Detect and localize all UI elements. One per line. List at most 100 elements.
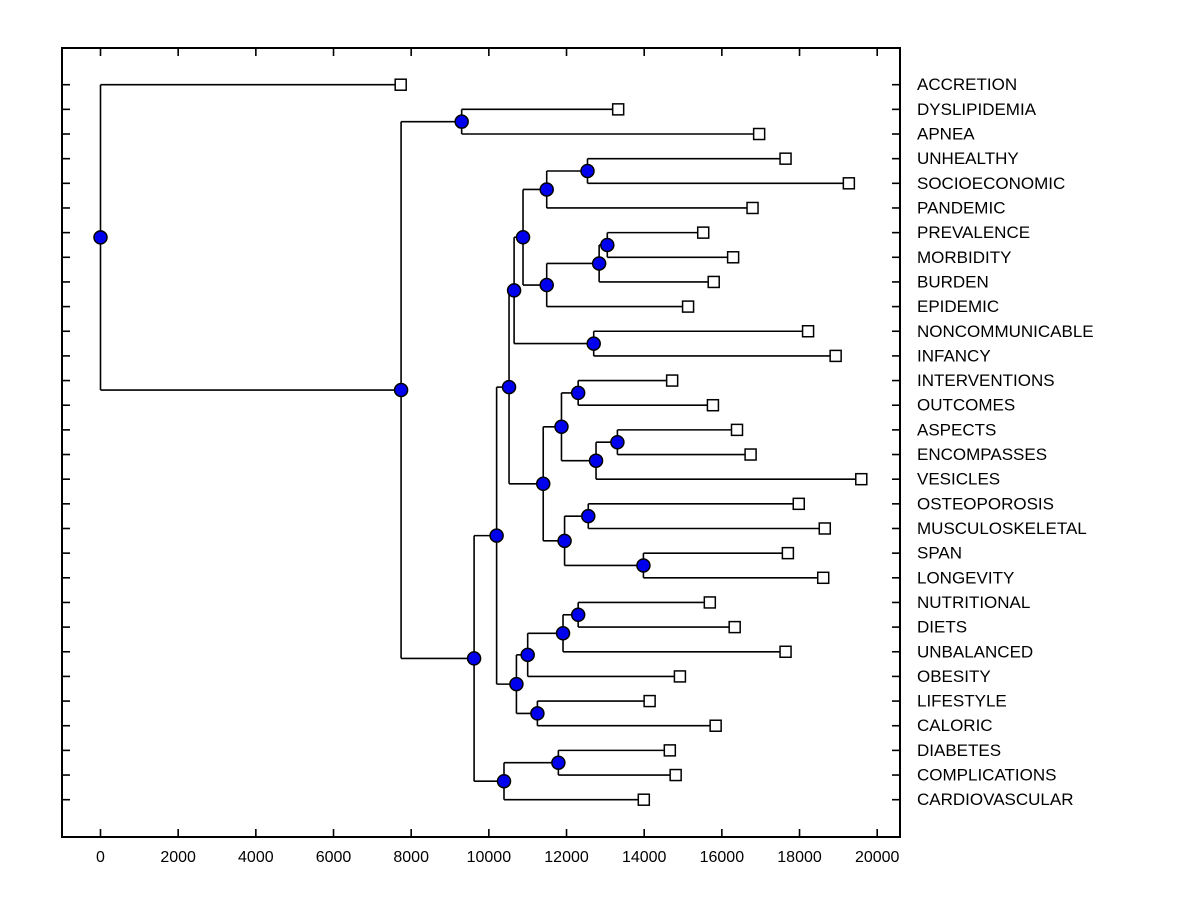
leaf-marker-diabetes bbox=[663, 744, 677, 757]
leaf-label: DYSLIPIDEMIA bbox=[917, 100, 1037, 119]
leaf-marker-vesicles bbox=[855, 472, 868, 486]
leaf-marker-lifestyle bbox=[643, 694, 656, 708]
x-tick-label: 12000 bbox=[544, 849, 589, 866]
leaf-marker-unbalanced bbox=[779, 645, 792, 659]
internal-node-marker bbox=[501, 379, 517, 395]
tree-branches bbox=[99, 83, 862, 801]
leaf-marker-obesity bbox=[673, 670, 687, 683]
leaf-marker-prevalence bbox=[696, 226, 710, 239]
leaf-marker-complications bbox=[669, 768, 682, 782]
leaf-label: NONCOMMUNICABLE bbox=[917, 322, 1094, 341]
x-tick-label: 18000 bbox=[777, 849, 822, 866]
leaf-marker-pandemic bbox=[746, 201, 759, 215]
leaf-label: ACCRETION bbox=[917, 75, 1017, 94]
x-tick-label: 16000 bbox=[700, 849, 745, 866]
internal-node-marker bbox=[570, 385, 586, 401]
internal-node-marker bbox=[580, 163, 595, 179]
leaf-label: SPAN bbox=[917, 544, 962, 563]
leaf-marker-encompasses bbox=[744, 448, 757, 461]
internal-node-marker bbox=[496, 773, 512, 789]
internal-node-marker bbox=[506, 283, 522, 298]
leaf-label: ENCOMPASSES bbox=[917, 445, 1047, 464]
x-tick-label: 4000 bbox=[238, 849, 274, 866]
leaf-label: EPIDEMIC bbox=[917, 297, 999, 316]
leaf-marker-interventions bbox=[665, 374, 679, 387]
leaf-labels: ACCRETION DYSLIPIDEMIA APNEA UNHEALTHY SOCIO… bbox=[917, 75, 1094, 809]
leaf-marker-morbidity bbox=[726, 251, 740, 264]
leaf-label: OBESITY bbox=[917, 667, 991, 686]
leaf-marker-unhealthy bbox=[779, 152, 792, 165]
leaf-marker-infancy bbox=[829, 349, 842, 363]
internal-node-marker bbox=[515, 230, 531, 245]
leaf-label: NUTRITIONAL bbox=[917, 593, 1030, 612]
leaf-label: DIABETES bbox=[917, 741, 1001, 760]
internal-node-marker bbox=[554, 419, 569, 435]
plot-border bbox=[61, 47, 901, 838]
internal-node-marker bbox=[530, 706, 545, 721]
leaf-marker-noncommunicable bbox=[801, 325, 815, 338]
leaf-marker-span bbox=[781, 546, 795, 560]
leaf-marker-aspects bbox=[730, 423, 744, 437]
leaf-label: MORBIDITY bbox=[917, 248, 1011, 267]
internal-node-marker bbox=[570, 607, 586, 623]
leaf-label: PANDEMIC bbox=[917, 198, 1005, 217]
leaf-label: INFANCY bbox=[917, 346, 991, 365]
internal-node-marker bbox=[535, 476, 551, 492]
leaf-label: OSTEOPOROSIS bbox=[917, 494, 1054, 513]
leaf-marker-dyslipidemia bbox=[611, 103, 625, 116]
internal-node-marker bbox=[610, 434, 625, 450]
internal-node-marker bbox=[520, 647, 535, 663]
x-tick-label: 0 bbox=[96, 849, 105, 866]
leaf-label: INTERVENTIONS bbox=[917, 371, 1055, 390]
leaf-marker-accretion bbox=[394, 78, 407, 91]
leaf-label: DIETS bbox=[917, 618, 967, 637]
leaf-label: MUSCULOSKELETAL bbox=[917, 519, 1087, 538]
leaf-marker-epidemic bbox=[681, 300, 695, 313]
leaf-label: ASPECTS bbox=[917, 420, 996, 439]
tree-markers bbox=[93, 78, 868, 806]
x-tick-label: 8000 bbox=[393, 849, 429, 866]
leaf-label: CARDIOVASCULAR bbox=[917, 790, 1074, 809]
leaf-label: COMPLICATIONS bbox=[917, 766, 1056, 785]
internal-node-marker bbox=[393, 382, 409, 398]
internal-node-marker bbox=[591, 256, 607, 271]
leaf-marker-osteoporosis bbox=[792, 497, 806, 511]
x-tick-label: 20000 bbox=[855, 849, 900, 866]
x-tick-label: 14000 bbox=[622, 849, 667, 866]
leaf-marker-longevity bbox=[816, 571, 830, 585]
leaf-label: PREVALENCE bbox=[917, 223, 1030, 242]
internal-node-marker bbox=[555, 626, 571, 641]
leaf-label: CALORIC bbox=[917, 716, 993, 735]
internal-node-marker bbox=[588, 453, 604, 468]
leaf-marker-apnea bbox=[752, 127, 766, 141]
internal-node-marker bbox=[600, 237, 615, 253]
internal-node-marker bbox=[581, 508, 596, 524]
leaf-label: LIFESTYLE bbox=[917, 692, 1007, 711]
internal-node-marker bbox=[636, 558, 651, 573]
leaf-label: BURDEN bbox=[917, 272, 989, 291]
leaf-marker-outcomes bbox=[706, 398, 720, 412]
leaf-label: VESICLES bbox=[917, 470, 1000, 489]
x-tick-label: 2000 bbox=[160, 849, 196, 866]
internal-node-marker bbox=[557, 533, 572, 549]
leaf-label: OUTCOMES bbox=[917, 396, 1015, 415]
x-tick-label: 10000 bbox=[467, 849, 512, 866]
internal-node-marker bbox=[93, 230, 108, 245]
leaf-marker-musculoskeletal bbox=[818, 522, 832, 535]
leaf-marker-cardiovascular bbox=[637, 793, 651, 806]
x-tick-label: 6000 bbox=[316, 849, 352, 866]
internal-node-marker bbox=[509, 676, 524, 692]
leaf-label: LONGEVITY bbox=[917, 568, 1014, 587]
leaf-marker-nutritional bbox=[703, 596, 717, 609]
internal-node-marker bbox=[586, 336, 601, 351]
internal-node-marker bbox=[551, 755, 566, 770]
internal-node-marker bbox=[466, 651, 482, 666]
internal-node-marker bbox=[489, 528, 504, 543]
leaf-marker-caloric bbox=[709, 719, 722, 732]
leaf-label: UNHEALTHY bbox=[917, 149, 1019, 168]
leaf-marker-diets bbox=[728, 620, 741, 634]
axes: 0 2000 4000 6000 8000 10000 12000 14000 16000 180… bbox=[61, 47, 901, 866]
leaf-marker-burden bbox=[707, 275, 720, 289]
